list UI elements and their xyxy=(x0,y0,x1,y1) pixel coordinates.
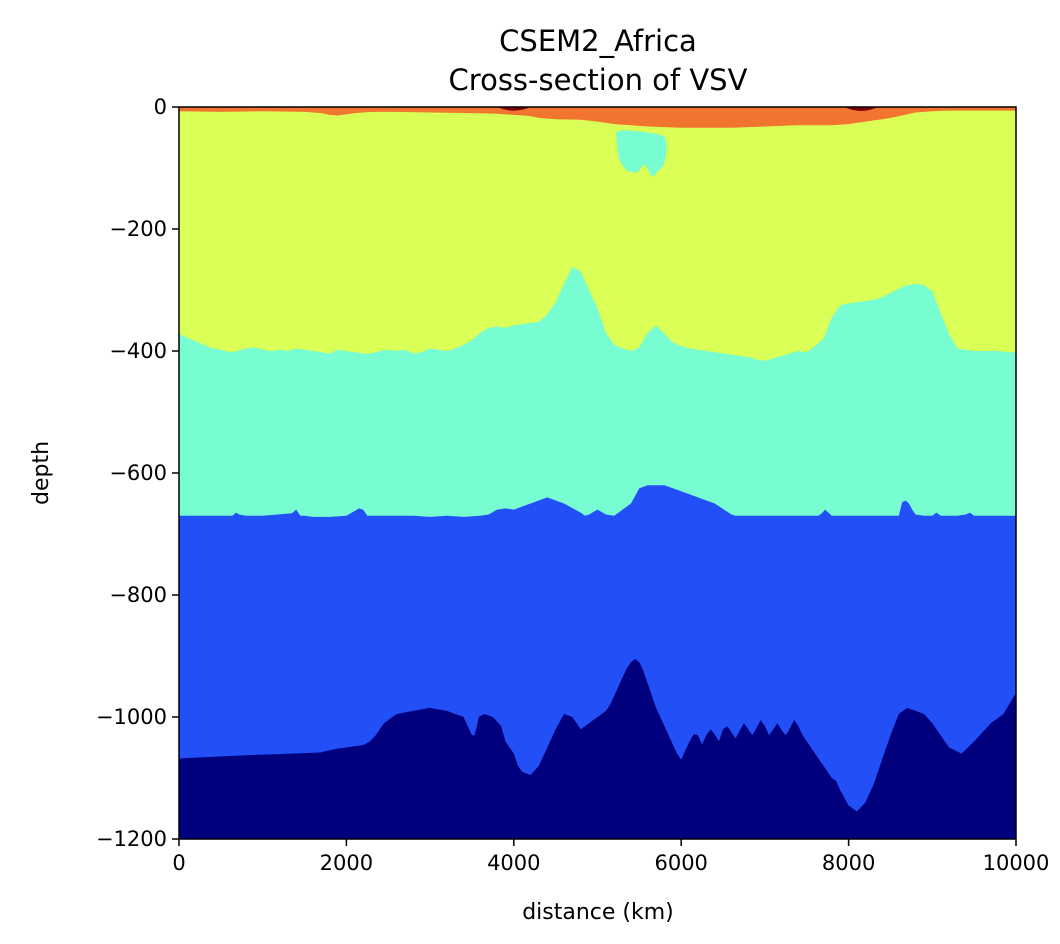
chart-subtitle: Cross-section of VSV xyxy=(449,63,748,97)
dark-red-patch-2 xyxy=(844,107,878,111)
y-tick-label: −800 xyxy=(109,583,167,607)
chart-title: CSEM2_Africa xyxy=(499,24,697,58)
x-tick-label: 6000 xyxy=(654,851,707,875)
dark-red-patch-1 xyxy=(497,107,531,111)
cyan-pocket xyxy=(615,130,667,177)
band-dark-blue xyxy=(179,659,1016,839)
y-tick-label: 0 xyxy=(154,95,167,119)
y-tick-label: −600 xyxy=(109,461,167,485)
y-tick-label: −200 xyxy=(109,217,167,241)
x-tick-label: 8000 xyxy=(822,851,875,875)
x-tick-label: 0 xyxy=(172,851,185,875)
y-tick-label: −1000 xyxy=(96,705,167,729)
x-axis-label: distance (km) xyxy=(522,900,674,925)
y-axis-label: depth xyxy=(29,441,54,505)
x-axis: 0 2000 4000 6000 8000 10000 xyxy=(172,839,1049,875)
y-tick-label: −400 xyxy=(109,339,167,363)
y-tick-label: −1200 xyxy=(96,827,167,851)
contour-fills xyxy=(179,107,1016,839)
x-tick-label: 10000 xyxy=(983,851,1050,875)
x-tick-label: 2000 xyxy=(320,851,373,875)
x-tick-label: 4000 xyxy=(487,851,540,875)
y-axis: 0 −200 −400 −600 −800 −1000 −1200 xyxy=(96,95,179,851)
